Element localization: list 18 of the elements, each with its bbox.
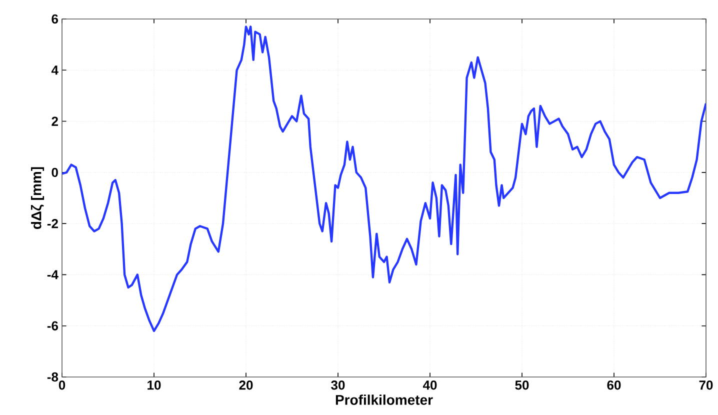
x-tick-label: 20: [239, 380, 253, 390]
x-tick-label: 10: [148, 380, 161, 390]
y-tick-label: -4: [47, 270, 58, 280]
y-tick-label: -6: [47, 321, 58, 330]
y-tick-label: -8: [47, 372, 58, 382]
y-tick-label: 6: [52, 14, 58, 24]
x-tick-label: 70: [699, 380, 713, 390]
x-axis-title: Profilkilometer: [336, 394, 433, 405]
y-tick-label: -2: [47, 219, 58, 228]
y-axis-title: dΔζ [mm]: [31, 167, 44, 229]
y-tick-label: 0: [52, 168, 58, 178]
x-tick-label: 40: [422, 380, 437, 390]
y-tick-label: 2: [52, 116, 58, 126]
x-tick-label: 60: [607, 380, 621, 390]
y-tick-label: 4: [51, 66, 58, 75]
x-tick-label: 0: [58, 380, 66, 390]
x-tick-label: 50: [515, 380, 529, 390]
x-tick-label: 30: [331, 380, 345, 390]
